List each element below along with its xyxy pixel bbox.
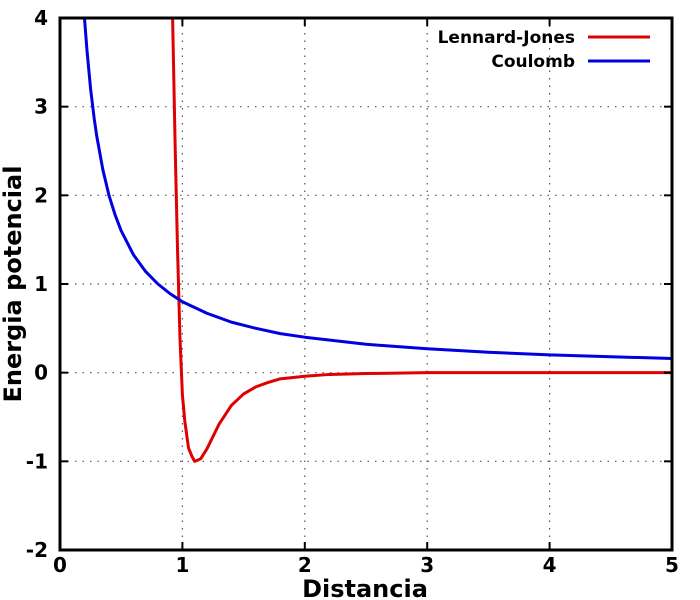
y-tick-label: 2 xyxy=(34,183,48,207)
y-axis-label: Energia potencial xyxy=(0,166,27,403)
legend: Lennard-Jones Coulomb xyxy=(438,28,650,72)
series-line-coulomb xyxy=(82,18,672,360)
x-axis-label: Distancia xyxy=(302,575,428,600)
y-tick-label: 3 xyxy=(34,95,48,119)
y-tick-label: -1 xyxy=(26,449,48,473)
x-tick-label: 0 xyxy=(53,553,67,577)
x-tick-label: 4 xyxy=(543,553,557,577)
legend-label-lennard-jones: Lennard-Jones xyxy=(438,28,575,48)
legend-label-coulomb: Coulomb xyxy=(491,52,575,72)
y-tick-label: 1 xyxy=(34,272,48,296)
x-tick-label: 5 xyxy=(665,553,679,577)
x-tick-label: 2 xyxy=(298,553,312,577)
x-tick-label: 1 xyxy=(175,553,189,577)
x-tick-label: 3 xyxy=(420,553,434,577)
ticks: 0 1 2 3 4 5 -2 -1 0 1 2 3 4 xyxy=(26,6,679,577)
y-tick-label: -2 xyxy=(26,538,48,562)
y-tick-label: 0 xyxy=(34,361,48,385)
y-tick-label: 4 xyxy=(34,6,48,30)
series-group xyxy=(82,18,672,463)
series-line-lennard-jones xyxy=(171,18,672,463)
